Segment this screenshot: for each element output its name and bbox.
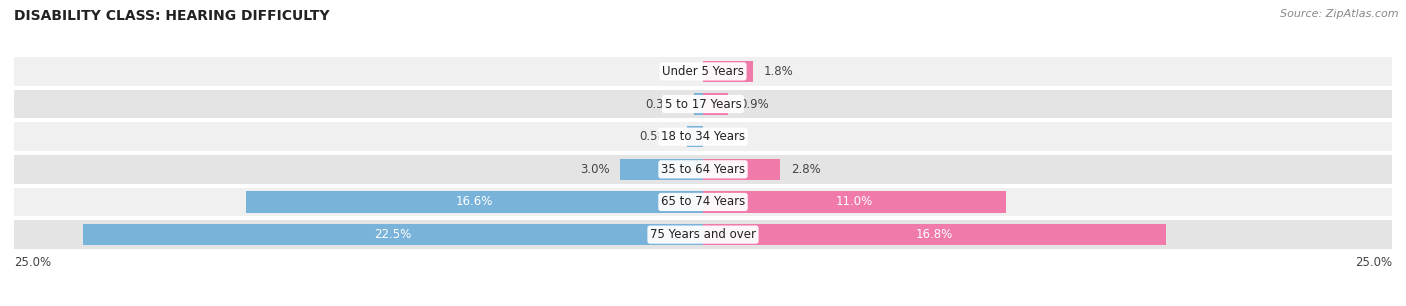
Bar — [14, 220, 1392, 249]
Text: 35 to 64 Years: 35 to 64 Years — [661, 163, 745, 176]
Bar — [703, 224, 1166, 245]
Text: 3.0%: 3.0% — [579, 163, 609, 176]
Bar — [703, 159, 780, 180]
Text: 65 to 74 Years: 65 to 74 Years — [661, 196, 745, 208]
Text: 25.0%: 25.0% — [1355, 256, 1392, 269]
Text: 25.0%: 25.0% — [14, 256, 51, 269]
Text: 16.6%: 16.6% — [456, 196, 494, 208]
Bar — [14, 57, 1392, 86]
Bar — [703, 93, 728, 115]
Text: 5 to 17 Years: 5 to 17 Years — [665, 98, 741, 110]
Text: Under 5 Years: Under 5 Years — [662, 65, 744, 78]
Text: Source: ZipAtlas.com: Source: ZipAtlas.com — [1281, 9, 1399, 19]
Bar — [14, 188, 1392, 216]
Text: 11.0%: 11.0% — [837, 196, 873, 208]
Text: 0.58%: 0.58% — [638, 130, 676, 143]
Bar — [14, 90, 1392, 118]
Bar — [703, 191, 1007, 213]
Text: 1.8%: 1.8% — [763, 65, 793, 78]
Bar — [14, 122, 1392, 151]
Bar — [688, 126, 703, 147]
Text: 16.8%: 16.8% — [915, 228, 953, 241]
Text: 0.0%: 0.0% — [662, 65, 692, 78]
Text: 0.9%: 0.9% — [738, 98, 769, 110]
Text: 2.8%: 2.8% — [792, 163, 821, 176]
Text: 18 to 34 Years: 18 to 34 Years — [661, 130, 745, 143]
Text: 75 Years and over: 75 Years and over — [650, 228, 756, 241]
Bar — [14, 155, 1392, 184]
Bar — [703, 61, 752, 82]
Text: 22.5%: 22.5% — [374, 228, 412, 241]
Bar — [693, 93, 703, 115]
Text: 0.34%: 0.34% — [645, 98, 682, 110]
Text: 0.0%: 0.0% — [714, 130, 744, 143]
Bar — [246, 191, 703, 213]
Text: DISABILITY CLASS: HEARING DIFFICULTY: DISABILITY CLASS: HEARING DIFFICULTY — [14, 9, 329, 23]
Bar — [83, 224, 703, 245]
Bar — [620, 159, 703, 180]
